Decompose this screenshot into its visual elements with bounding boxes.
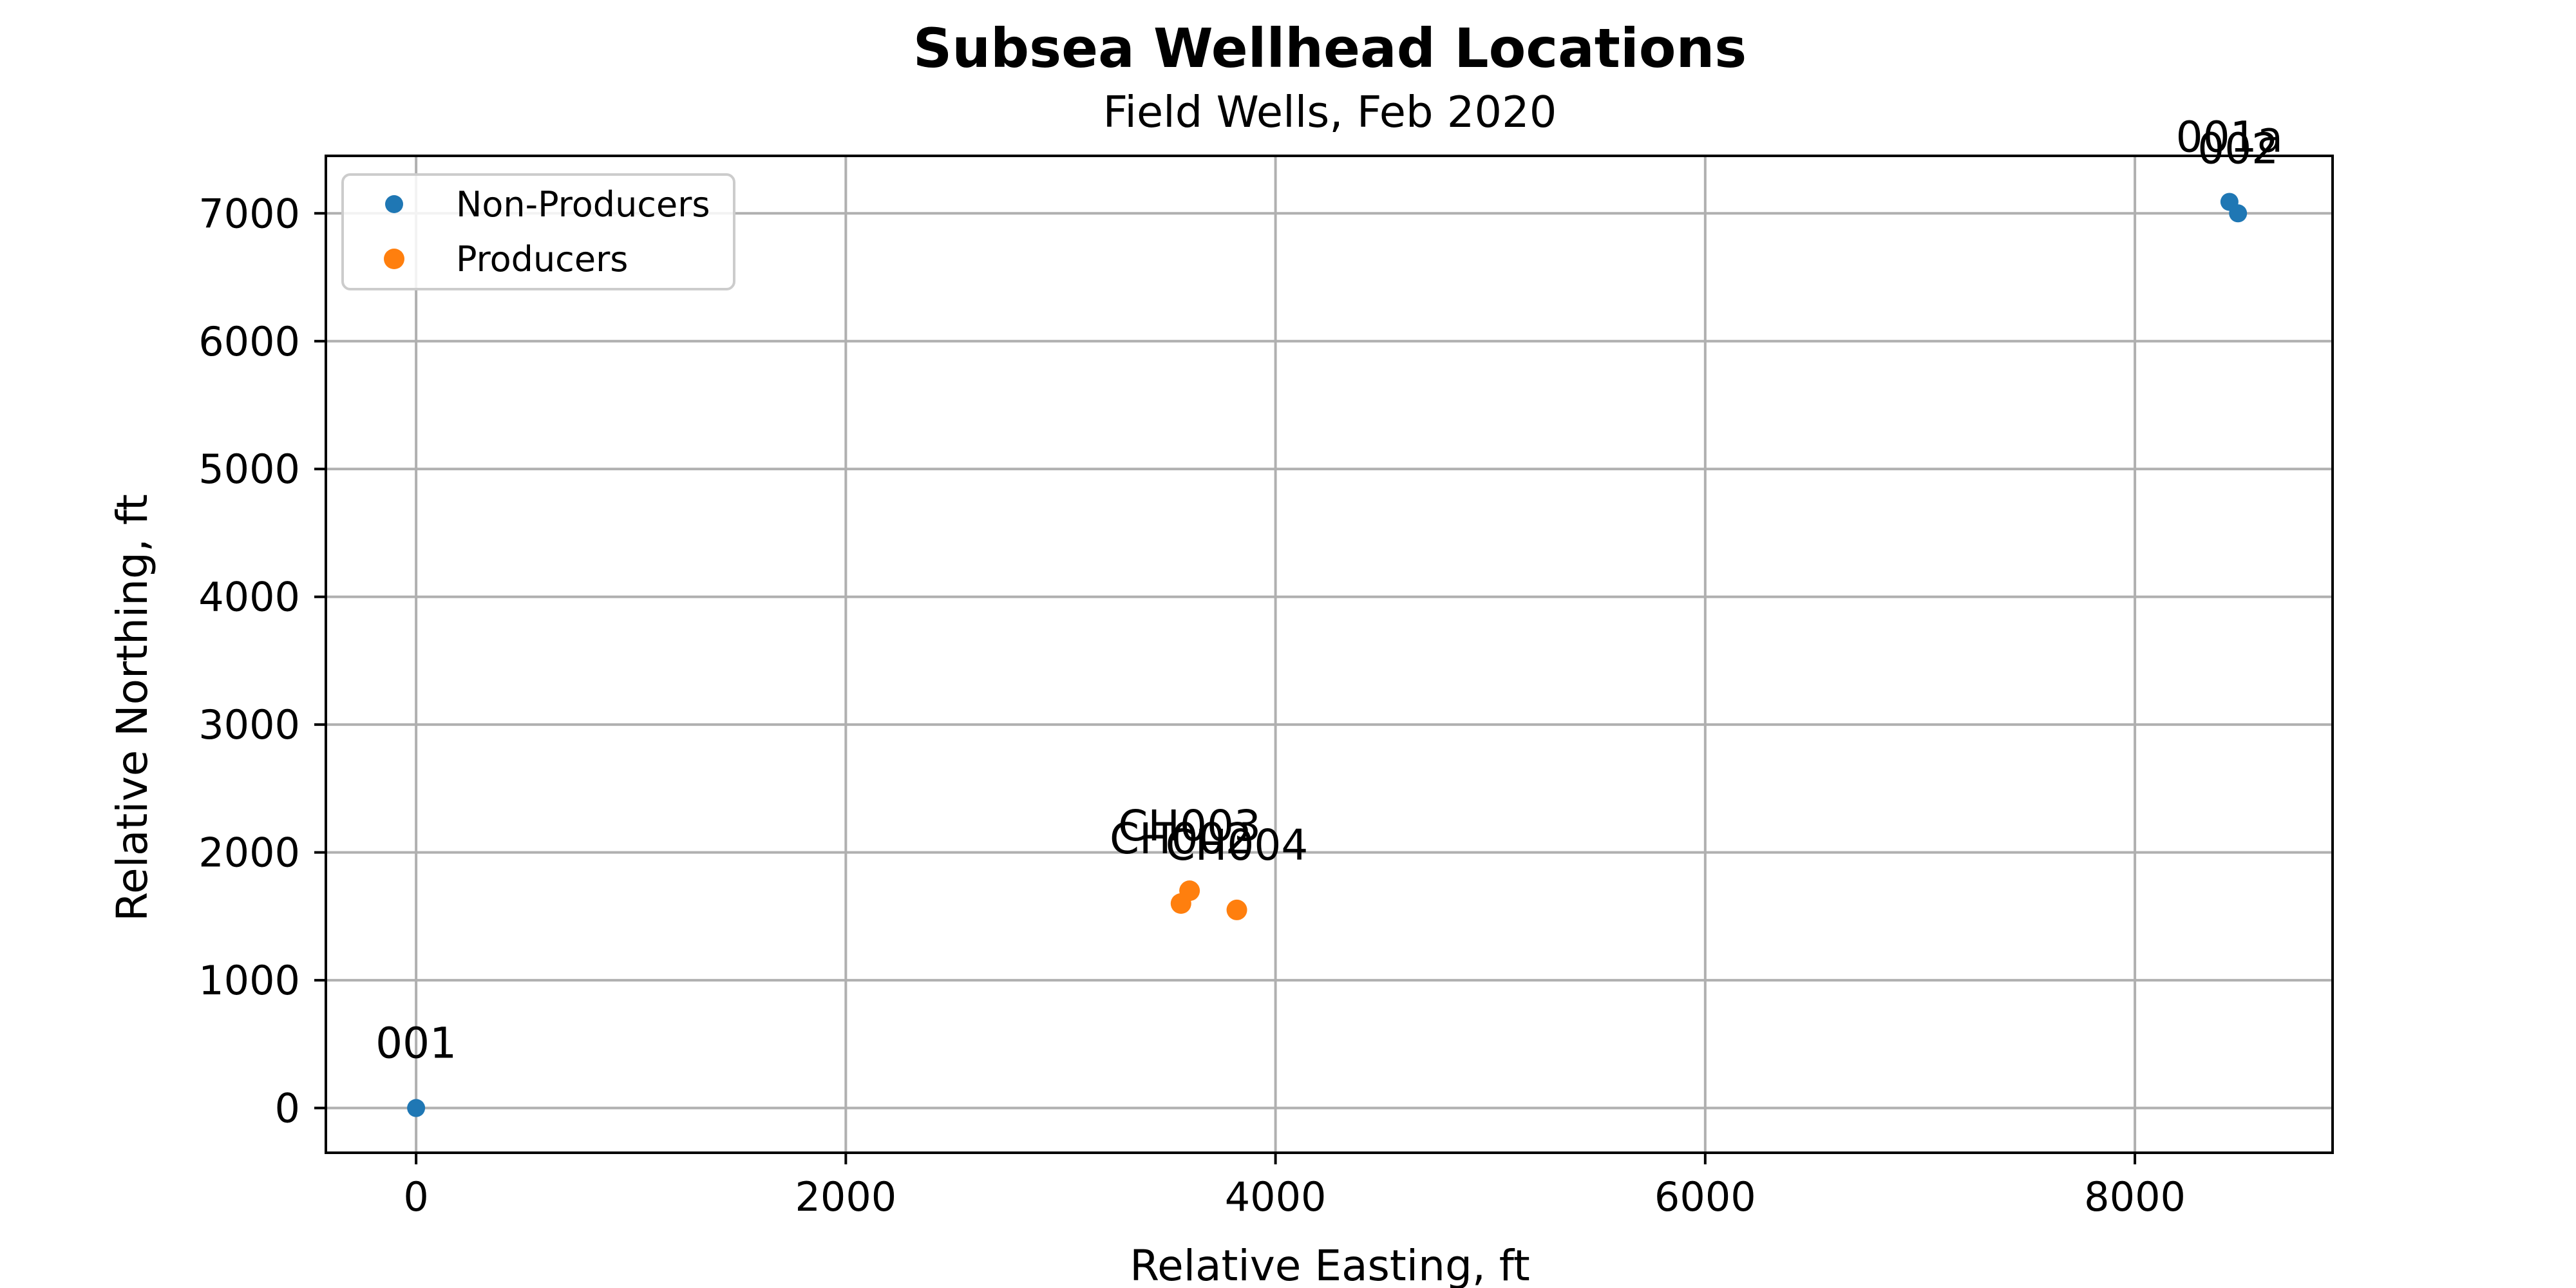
grid-lines: [326, 156, 2333, 1153]
x-tick-label: 2000: [795, 1173, 896, 1220]
y-tick-label: 0: [275, 1085, 300, 1132]
data-point-producers: [1226, 899, 1247, 920]
legend-label-non-producers: Non-Producers: [456, 184, 710, 225]
legend-marker-producers: [384, 249, 404, 269]
plot-frame: [325, 155, 2334, 1154]
x-tick-label: 4000: [1225, 1173, 1327, 1220]
point-label: CH003: [1118, 801, 1261, 851]
chart-title: Subsea Wellhead Locations: [913, 17, 1747, 80]
x-tick-label: 8000: [2084, 1173, 2186, 1220]
legend-label-producers: Producers: [456, 239, 628, 279]
data-points: [407, 193, 2248, 1117]
legend-marker-non-producers: [385, 195, 403, 213]
legend-box: [341, 173, 735, 290]
y-tick-label: 5000: [198, 446, 300, 493]
x-tick-label: 6000: [1654, 1173, 1756, 1220]
point-label: 001a: [2176, 112, 2283, 162]
legend: Non-Producers Producers: [341, 173, 735, 290]
x-tick-label: 0: [403, 1173, 428, 1220]
data-point-producers: [1170, 893, 1191, 914]
chart-subtitle: Field Wells, Feb 2020: [1103, 87, 1557, 137]
data-point-non-producers: [2229, 204, 2248, 223]
point-label: CH004: [1166, 820, 1309, 870]
y-tick-label: 1000: [198, 957, 300, 1004]
point-label: 002: [2197, 124, 2278, 173]
axes: 0 2000 4000 6000 8000 0 1000 2000 3000 4000 5000 60…: [198, 155, 2334, 1220]
y-tick-label: 4000: [198, 574, 300, 621]
y-tick-label: 2000: [198, 829, 300, 876]
x-axis-label: Relative Easting, ft: [1130, 1241, 1530, 1288]
point-label: CH002: [1110, 814, 1253, 864]
y-tick-label: 3000: [198, 701, 300, 748]
y-tick-label: 6000: [198, 318, 300, 365]
y-tick-label: 7000: [198, 190, 300, 237]
point-label: 001: [375, 1019, 457, 1068]
y-axis-label: Relative Northing, ft: [108, 494, 157, 922]
data-point-non-producers: [407, 1099, 426, 1117]
